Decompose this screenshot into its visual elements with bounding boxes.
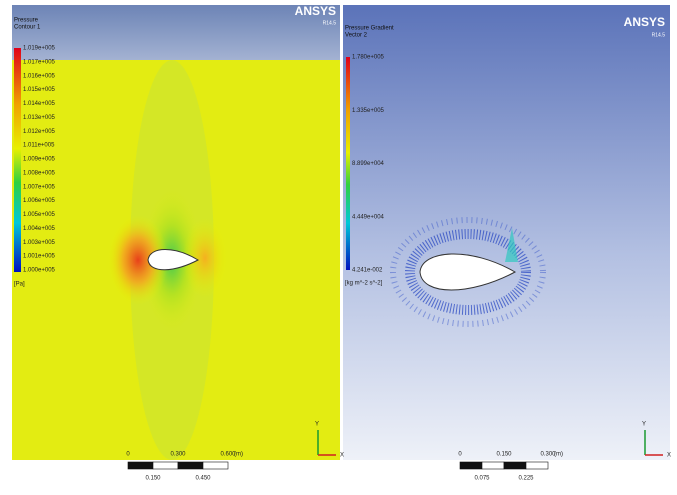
title: Pressure [14,18,39,24]
subtitle: Contour 1 [14,25,41,31]
scale-segment [178,462,203,469]
legend-unit: [Pa] [14,282,25,288]
title: Pressure Gradient [345,26,394,32]
legend-label: 1.006e+005 [23,198,56,204]
subtitle: Vector 2 [345,33,368,39]
legend-label: 1.003e+005 [23,240,56,246]
scale-label: 0.075 [474,476,490,482]
version: R14.5 [652,32,666,38]
scale-segment [460,462,482,469]
vector-panel: Pressure Gradient Vector 2 ANSYS R14.5 [… [343,5,670,460]
legend-label: 1.335e+005 [352,108,385,114]
legend-label: 1.012e+005 [23,129,56,135]
scale-label: 0.150 [496,452,512,458]
axis-label: X [340,453,344,459]
legend-label: 1.000e+005 [23,268,56,274]
legend-label: 1.780e+005 [352,55,385,61]
scale-segment [482,462,504,469]
legend-label: 1.019e+005 [23,46,56,52]
page: Pressure Contour 1 ANSYS R14.5 [Pa] Pres… [0,0,677,490]
axis-label: X [667,453,671,459]
scale-unit: (m) [554,452,563,458]
legend-label: 1.005e+005 [23,212,56,218]
scale-label: 0.225 [518,476,534,482]
legend-label: 4.449e+004 [352,214,385,220]
legend-label: 1.011e+005 [23,143,55,149]
scale-segment [153,462,178,469]
brand: ANSYS [624,15,665,29]
legend-label: 8.899e+004 [352,161,385,167]
version: R14.5 [323,20,337,26]
color-bar [346,57,350,270]
legend-label: 1.008e+005 [23,170,56,176]
legend-unit: [kg m^-2 s^-2] [345,281,383,287]
contour-panel: Pressure Contour 1 ANSYS R14.5 [Pa] [12,4,340,460]
scale-label: 0.450 [195,476,211,482]
legend-label: 1.015e+005 [23,87,56,93]
scale-segment [203,462,228,469]
screen: Pressure Contour 1 ANSYS R14.5 [Pa] Pres… [0,0,677,490]
scale-segment [526,462,548,469]
axis-label: Y [642,422,646,428]
legend-label: 1.014e+005 [23,101,56,107]
header [12,5,340,60]
scale-segment [128,462,153,469]
legend-label: 1.016e+005 [23,73,56,79]
legend-label: 1.017e+005 [23,59,56,65]
brand: ANSYS [295,4,336,18]
legend-label: 1.009e+005 [23,157,56,163]
axis-label: Y [315,422,319,428]
scale-label: 0.150 [145,476,161,482]
field [343,5,670,460]
scale-label: 0.300 [170,452,186,458]
scale-segment [504,462,526,469]
legend-label: 1.007e+005 [23,184,56,190]
legend-label: 1.001e+005 [23,254,56,260]
legend-label: 4.241e-002 [352,268,383,274]
color-bar [14,48,21,272]
legend-label: 1.004e+005 [23,226,56,232]
legend-label: 1.013e+005 [23,115,56,121]
scale-unit: (m) [234,452,243,458]
